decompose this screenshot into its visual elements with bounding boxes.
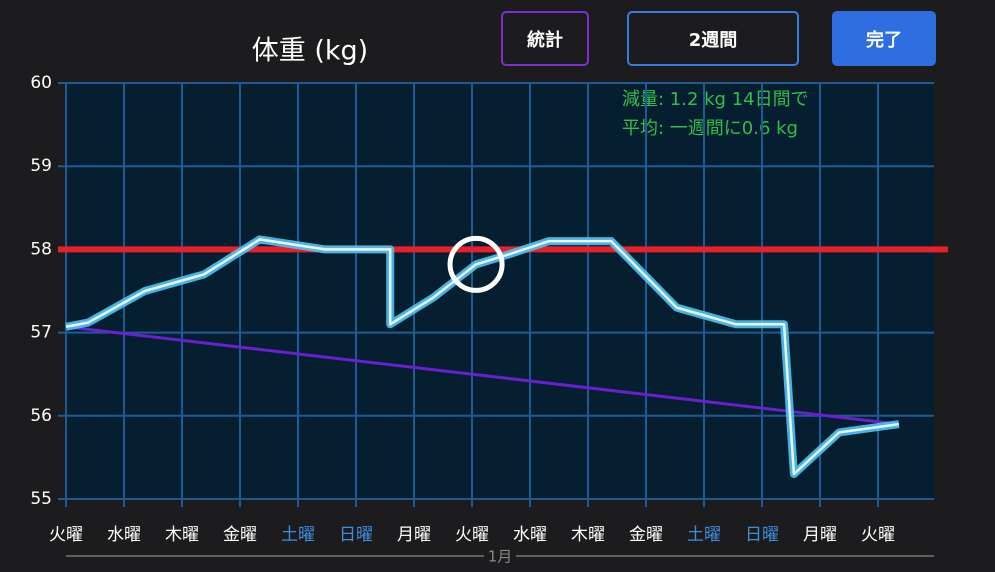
x-tick-label: 日曜 xyxy=(339,525,373,545)
y-tick-label: 60 xyxy=(30,73,52,93)
done-button[interactable]: 完了 xyxy=(832,11,936,66)
x-tick-label: 金曜 xyxy=(223,525,257,545)
plot-area xyxy=(66,83,934,499)
stats-button[interactable]: 統計 xyxy=(501,11,589,66)
group-label-bg xyxy=(484,547,516,565)
chart-title: 体重 (kg) xyxy=(252,36,368,67)
x-tick-label: 月曜 xyxy=(803,525,837,545)
x-tick-label: 土曜 xyxy=(281,525,315,545)
x-tick-label: 火曜 xyxy=(455,525,489,545)
x-tick-label: 日曜 xyxy=(745,525,779,545)
y-tick-label: 56 xyxy=(30,406,52,426)
x-group-label: 1月 xyxy=(488,548,513,566)
trend-line xyxy=(65,325,900,426)
x-tick-label: 火曜 xyxy=(861,525,895,545)
x-tick-label: 木曜 xyxy=(571,525,605,545)
x-tick-label: 火曜 xyxy=(49,525,83,545)
x-tick-label: 月曜 xyxy=(397,525,431,545)
y-tick-label: 59 xyxy=(30,156,52,176)
y-tick-label: 55 xyxy=(30,489,52,509)
x-tick-label: 木曜 xyxy=(165,525,199,545)
period-button[interactable]: 2週間 xyxy=(627,11,799,66)
x-tick-label: 水曜 xyxy=(513,525,547,545)
selected-point xyxy=(447,235,505,293)
y-tick-label: 57 xyxy=(30,323,52,343)
weight-line xyxy=(65,238,900,476)
x-tick-label: 金曜 xyxy=(629,525,663,545)
y-tick-label: 58 xyxy=(30,239,52,259)
x-tick-label: 土曜 xyxy=(687,525,721,545)
x-tick-label: 水曜 xyxy=(107,525,141,545)
annotation: 平均: 一週間に0.6 kg xyxy=(622,118,798,139)
annotation: 減量: 1.2 kg 14日間で xyxy=(622,89,809,110)
